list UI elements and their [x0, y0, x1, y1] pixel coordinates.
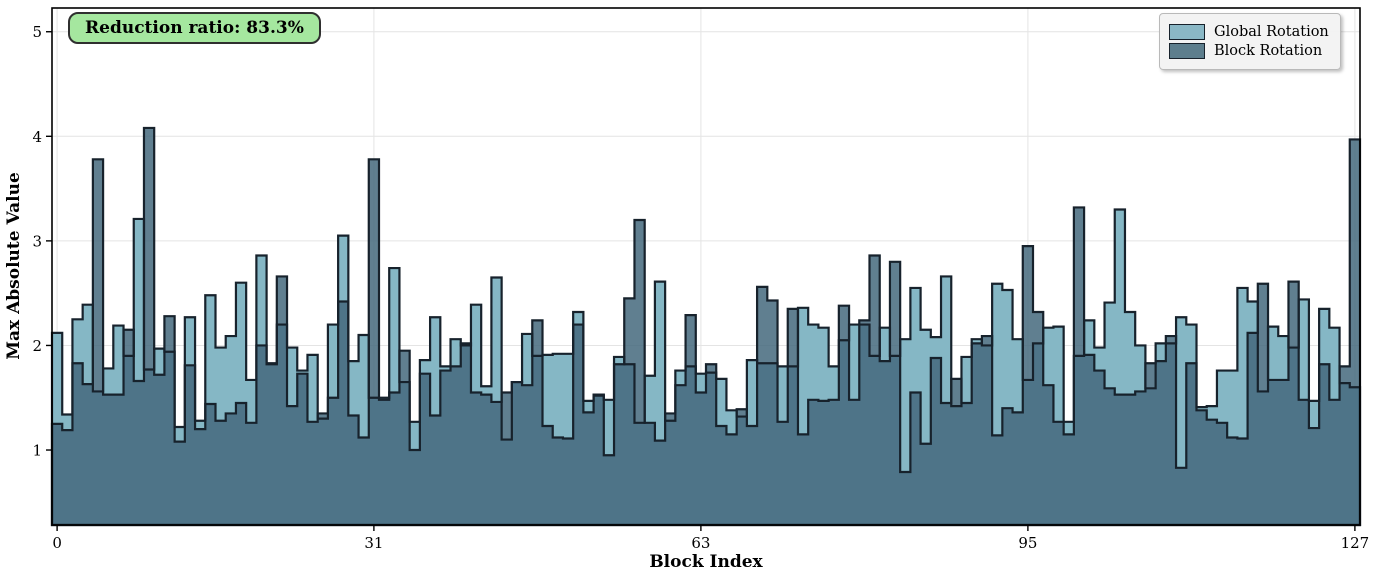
x-axis-title: Block Index [649, 552, 763, 572]
plot-border [51, 7, 1361, 526]
legend: Global Rotation Block Rotation [1159, 13, 1341, 70]
block-rotation-area [52, 127, 1360, 525]
legend-label-block: Block Rotation [1214, 43, 1323, 59]
y-tick-label: 4 [32, 128, 42, 146]
y-tick-label: 3 [32, 232, 42, 250]
x-tick-label: 127 [1341, 534, 1370, 552]
block-rotation-outline [50, 126, 1362, 527]
y-tick-label: 2 [32, 337, 42, 355]
y-tick-label: 1 [32, 442, 42, 460]
reduction-ratio-annotation: Reduction ratio: 83.3% [68, 12, 321, 44]
x-tick-label: 0 [52, 534, 62, 552]
x-tick-label: 63 [691, 534, 710, 552]
plot-area: 1 2 3 4 5 0 31 63 95 127 [32, 7, 1370, 552]
block-rotation-swatch [1169, 43, 1205, 59]
x-tick-label: 31 [364, 534, 383, 552]
global-rotation-swatch [1169, 24, 1205, 40]
legend-item-global: Global Rotation [1169, 24, 1329, 40]
legend-label-global: Global Rotation [1214, 24, 1329, 40]
y-tick-label: 5 [32, 23, 42, 41]
legend-item-block: Block Rotation [1169, 43, 1329, 59]
y-axis-title: Max Absolute Value [4, 172, 24, 360]
x-tick-label: 95 [1018, 534, 1037, 552]
